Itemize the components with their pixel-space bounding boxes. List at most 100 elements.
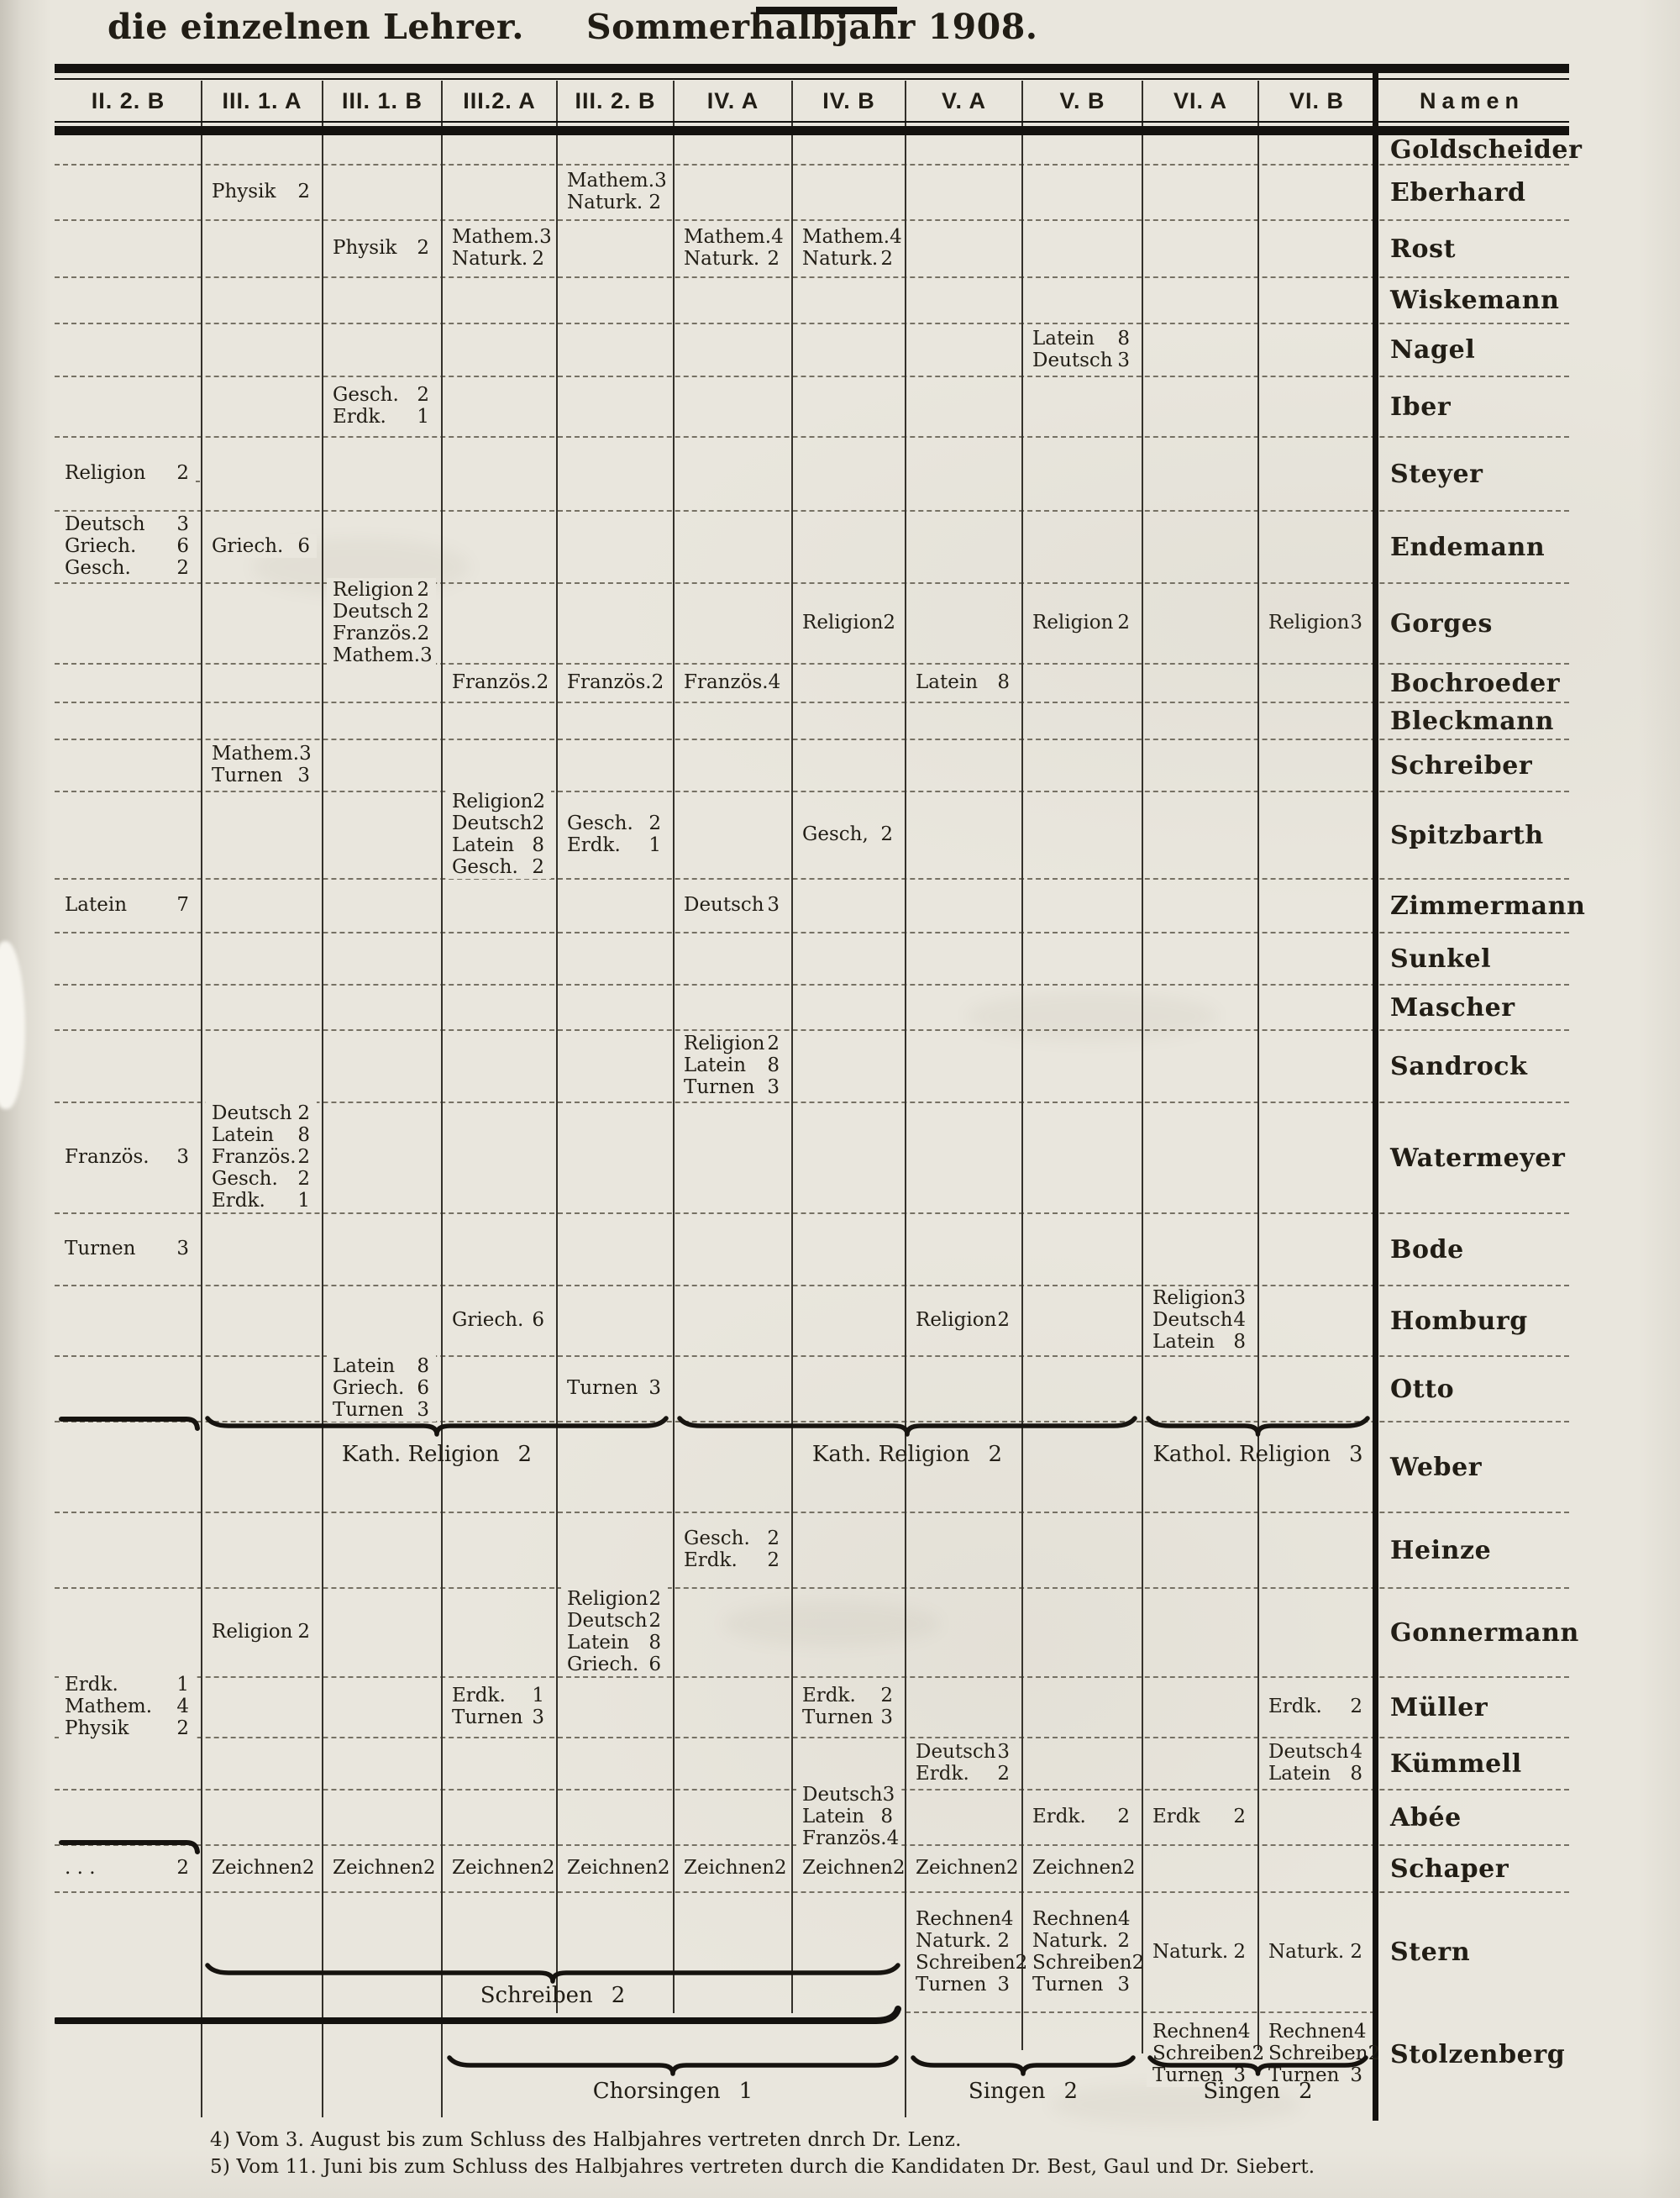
- page-title-left: die einzelnen Lehrer.: [108, 7, 525, 47]
- teacher-name: Gonnermann: [1390, 1617, 1579, 1648]
- subject-cell: Erdk. 2 Turnen 3: [796, 1684, 900, 1729]
- subject-label: Deutsch: [916, 1741, 996, 1763]
- subject-line: Französ. 2: [333, 623, 429, 644]
- subject-line: Mathem. 4: [802, 226, 902, 248]
- subject-label: Mathem.: [333, 644, 421, 666]
- hours-value: 2: [1005, 1857, 1019, 1879]
- teacher-name: Weber: [1390, 1452, 1483, 1482]
- hours-value: 3: [420, 644, 433, 666]
- subject-label: Latein: [333, 1355, 396, 1377]
- subject-cell: Zeichnen 2: [1026, 1856, 1137, 1880]
- subject-label: Französ.: [65, 1146, 150, 1168]
- subject-line: Latein 8: [567, 1632, 661, 1654]
- subject-line: Latein 8: [1268, 1763, 1362, 1785]
- hours-value: 6: [297, 535, 310, 557]
- hours-value: 4: [886, 1827, 900, 1849]
- subject-line: Deutsch 3: [65, 513, 189, 535]
- row-divider: [55, 702, 1569, 703]
- teacher-name: Stolzenberg: [1390, 2039, 1566, 2069]
- hours-value: 3: [417, 1399, 429, 1421]
- hours-value: 1: [297, 1190, 310, 1212]
- teacher-name: Zimmermann: [1390, 891, 1586, 921]
- teacher-name: Spitzbarth: [1390, 820, 1544, 850]
- subject-cell: Französ. 4: [678, 670, 786, 694]
- group-hours: 2: [611, 1983, 626, 2008]
- subject-label: Latein: [452, 834, 515, 856]
- teacher-name: Watermeyer: [1390, 1143, 1566, 1173]
- subject-label: Zeichnen: [452, 1857, 543, 1879]
- subject-label: Religion: [916, 1309, 997, 1331]
- subject-line: Latein 8: [452, 834, 544, 856]
- row-divider: [55, 582, 1569, 584]
- group-subject: Kathol. Religion: [1152, 1442, 1331, 1467]
- subject-cell: Naturk. 2: [1263, 1939, 1369, 1964]
- subject-cell: Turnen 3: [561, 1376, 668, 1400]
- subject-cell: Religion 2: [1026, 611, 1137, 634]
- subject-line: Religion 2: [333, 579, 429, 601]
- hours-value: 2: [648, 1588, 661, 1610]
- hours-value: 8: [1233, 1331, 1246, 1353]
- teacher-name: Abée: [1390, 1802, 1462, 1833]
- hours-value: 2: [1122, 1857, 1136, 1879]
- group-subject: Schreiben: [480, 1983, 593, 2008]
- subject-cell: Religion 2 Deutsch 2 Latein 8 Griech. 6: [561, 1587, 668, 1676]
- subject-label: Erdk.: [916, 1763, 969, 1785]
- names-column-divider: [1373, 64, 1378, 2121]
- subject-label: Mathem.: [802, 226, 890, 248]
- subject-label: Griech.: [567, 1654, 639, 1675]
- subject-line: Griech. 6: [567, 1654, 661, 1675]
- subject-label: Zeichnen: [212, 1857, 302, 1879]
- group-hours: 2: [988, 1442, 1003, 1467]
- subject-line: Griech. 6: [65, 535, 189, 557]
- column-header: V. B: [1059, 87, 1105, 113]
- subject-label: Griech.: [452, 1309, 524, 1331]
- row-divider: [55, 164, 1569, 166]
- subject-line: Latein 7: [65, 894, 189, 916]
- subject-label: Erdk.: [333, 406, 386, 428]
- teacher-name: Wiskemann: [1390, 286, 1560, 315]
- hours-value: 4: [1237, 2021, 1251, 2043]
- subject-label: Turnen: [65, 1238, 136, 1259]
- subject-line: Gesch. 2: [212, 1168, 310, 1190]
- table-bottom-rule-glyph: [55, 2006, 901, 2024]
- subject-line: Naturk. 2: [916, 1930, 1010, 1952]
- schreiben-group-brace: [205, 1961, 900, 1985]
- subject-line: Religion 2: [802, 612, 895, 634]
- subject-line: Deutsch 3: [916, 1741, 1010, 1763]
- subject-label: Latein: [802, 1806, 865, 1827]
- adjacent-page-rule-fragment: [756, 7, 897, 14]
- subject-line: Erdk 2: [1152, 1806, 1246, 1827]
- subject-line: Religion 2: [65, 462, 189, 484]
- hours-value: 2: [767, 248, 780, 270]
- hours-value: 4: [1353, 2021, 1367, 2043]
- hours-value: 2: [648, 812, 661, 834]
- hours-value: 6: [176, 535, 189, 557]
- subject-label: Religion: [1152, 1287, 1234, 1309]
- subject-label: Erdk.: [1268, 1696, 1322, 1717]
- subject-cell: Physik 2: [206, 180, 317, 203]
- subject-line: Naturk. 2: [684, 248, 780, 270]
- subject-line: Mathem. 3: [212, 743, 312, 765]
- subject-label: Gesch.: [452, 856, 518, 878]
- subject-cell: Französ. 3: [59, 1145, 196, 1169]
- subject-line: Schreiben 2: [1032, 1952, 1144, 1974]
- hours-value: 4: [1117, 1907, 1131, 1930]
- subject-line: Zeichnen 2: [333, 1857, 436, 1879]
- hours-value: 3: [654, 170, 667, 192]
- hours-value: 4: [176, 1696, 189, 1717]
- row-divider: [55, 984, 1569, 986]
- subject-label: Rechnen: [916, 1907, 1001, 1930]
- subject-line: Rechnen 4: [916, 1907, 1014, 1930]
- subject-cell: Deutsch 3 Griech. 6 Gesch. 2: [59, 513, 196, 580]
- teacher-name: Bochroeder: [1390, 668, 1561, 698]
- subject-line: Rechnen 4: [1032, 1907, 1131, 1930]
- row-divider: [55, 510, 1569, 512]
- teacher-name: Stern: [1390, 1938, 1471, 1967]
- hours-value: 3: [997, 1741, 1010, 1763]
- teacher-name: Homburg: [1390, 1306, 1528, 1336]
- subject-label: Griech.: [65, 535, 137, 557]
- column-header: III. 1. B: [341, 87, 423, 113]
- hours-value: 2: [997, 1309, 1010, 1331]
- teacher-name: Müller: [1390, 1692, 1488, 1722]
- religion-group-brace-glyph: [1146, 1416, 1370, 1437]
